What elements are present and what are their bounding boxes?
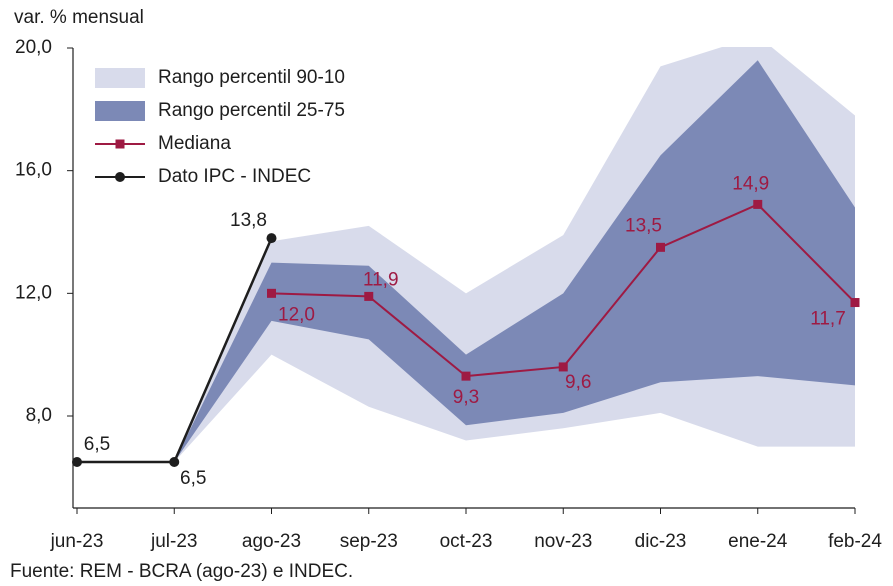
x-tick-label: jun-23 (50, 531, 104, 552)
x-tick-label: ene-24 (728, 531, 788, 552)
overlay: 12,0 11,9 9,3 9,6 13,5 14,9 11,7 6,5 6,5 13,8 (72, 173, 860, 489)
plot-area (174, 47, 855, 463)
marker (364, 291, 374, 301)
x-tick-label: dic-23 (635, 531, 687, 552)
marker (850, 298, 860, 308)
value-label: 13,8 (230, 210, 267, 231)
y-tick-label: 20,0 (15, 37, 52, 58)
legend-label: Rango percentil 25-75 (158, 100, 345, 121)
legend-marker (115, 172, 125, 182)
marker (461, 371, 471, 381)
legend-swatch (95, 68, 145, 88)
legend-swatch (95, 101, 145, 121)
value-label: 12,0 (278, 304, 315, 325)
value-label: 6,5 (180, 468, 206, 489)
legend-label: Dato IPC - INDEC (158, 166, 311, 187)
x-tick-label: feb-24 (828, 531, 882, 552)
marker (169, 457, 180, 467)
marker (267, 288, 276, 298)
x-tick-label: sep-23 (340, 531, 398, 552)
y-tick-label: 8,0 (26, 405, 52, 426)
x-tick-label: ago-23 (242, 531, 301, 552)
value-label: 9,6 (565, 372, 591, 393)
marker (558, 362, 568, 372)
value-label: 13,5 (625, 215, 662, 236)
value-label: 11,9 (363, 269, 399, 290)
x-tick-label: oct-23 (440, 531, 493, 552)
source: Fuente: REM - BCRA (ago-23) e INDEC. (10, 561, 353, 582)
legend-label: Mediana (158, 133, 231, 154)
value-label: 9,3 (453, 387, 479, 408)
marker (266, 233, 277, 244)
x-tick-label: nov-23 (534, 531, 592, 552)
marker (656, 242, 665, 252)
marker (72, 457, 82, 467)
y-axis-label: var. % mensual (14, 7, 144, 28)
y-tick-label: 16,0 (15, 160, 52, 181)
y-tick-label: 12,0 (15, 282, 52, 303)
legend-marker (115, 139, 125, 149)
marker (753, 199, 763, 209)
value-label: 14,9 (732, 173, 769, 194)
x-tick-label: jul-23 (150, 531, 197, 552)
band-area (174, 60, 855, 463)
value-label: 6,5 (84, 434, 110, 455)
value-label: 11,7 (810, 309, 846, 330)
legend-label: Rango percentil 90-10 (158, 67, 345, 88)
